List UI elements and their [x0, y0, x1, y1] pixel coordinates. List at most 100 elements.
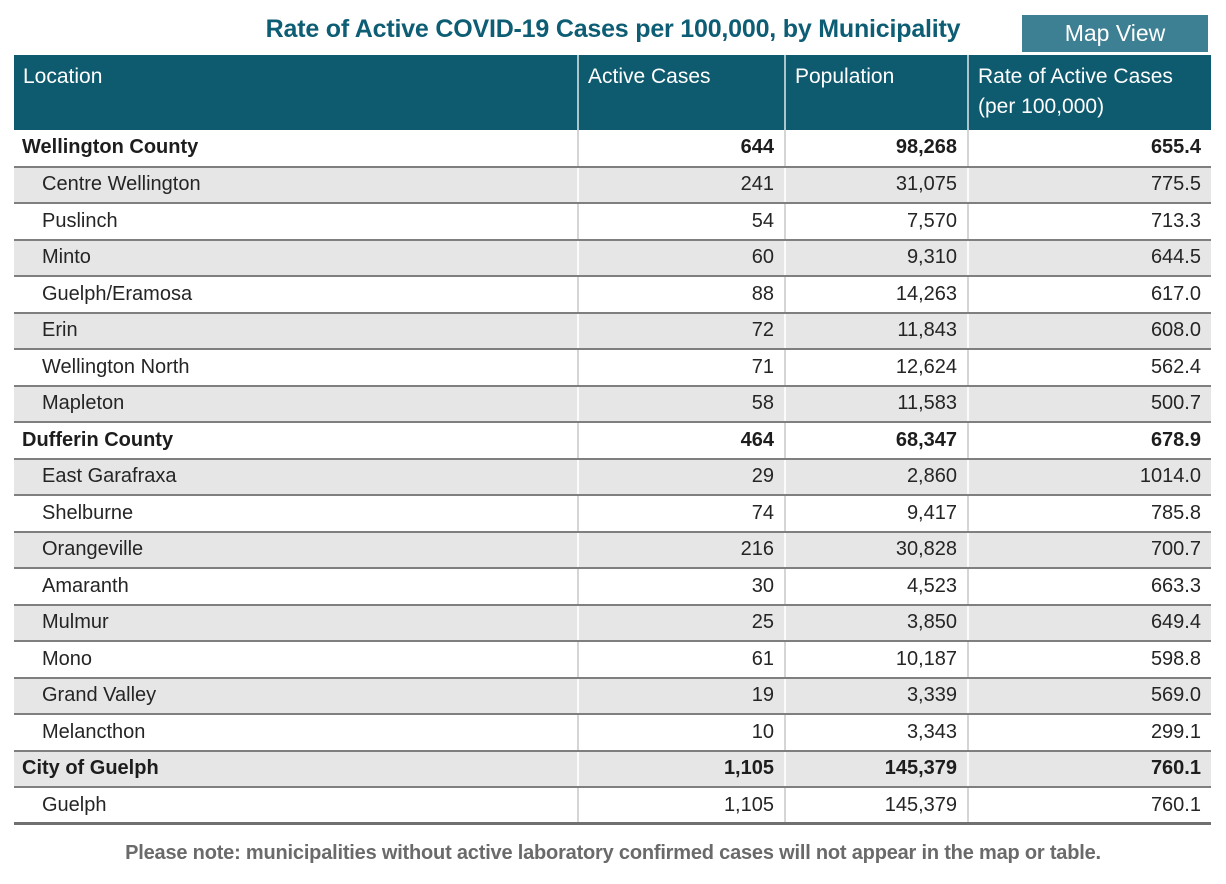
- cell-population: 145,379: [784, 750, 968, 788]
- cell-active-cases: 19: [577, 677, 785, 715]
- cell-rate: 644.5: [967, 239, 1211, 277]
- cell-rate: 700.7: [967, 531, 1211, 569]
- cell-population: 11,583: [784, 385, 968, 423]
- cell-population: 98,268: [784, 130, 968, 168]
- cell-location: Mapleton: [14, 385, 578, 423]
- table-row[interactable]: Orangeville 216 30,828 700.7: [14, 531, 1211, 569]
- cell-active-cases: 10: [577, 714, 785, 752]
- cell-location: Mono: [14, 641, 578, 679]
- cell-rate: 760.1: [967, 750, 1211, 788]
- cell-location: Melancthon: [14, 714, 578, 752]
- cell-active-cases: 72: [577, 312, 785, 350]
- cell-rate: 655.4: [967, 130, 1211, 168]
- table-header: Location Active Cases Population Rate of…: [14, 55, 1211, 130]
- table-row[interactable]: Mapleton 58 11,583 500.7: [14, 385, 1211, 423]
- column-header-active-cases[interactable]: Active Cases: [577, 55, 785, 130]
- table-row[interactable]: Guelph 1,105 145,379 760.1: [14, 787, 1211, 825]
- cell-rate: 617.0: [967, 276, 1211, 314]
- page-title: Rate of Active COVID-19 Cases per 100,00…: [265, 15, 961, 43]
- cell-population: 3,339: [784, 677, 968, 715]
- cell-population: 31,075: [784, 166, 968, 204]
- cell-location: Wellington North: [14, 349, 578, 387]
- table-row[interactable]: Shelburne 74 9,417 785.8: [14, 495, 1211, 533]
- cell-location: Orangeville: [14, 531, 578, 569]
- table-body: Wellington County 644 98,268 655.4 Centr…: [14, 130, 1211, 825]
- cell-population: 2,860: [784, 458, 968, 496]
- cell-active-cases: 644: [577, 130, 785, 168]
- cell-location: City of Guelph: [14, 750, 578, 788]
- cell-location: Guelph/Eramosa: [14, 276, 578, 314]
- table-row[interactable]: Mono 61 10,187 598.8: [14, 641, 1211, 679]
- cell-active-cases: 61: [577, 641, 785, 679]
- table-row[interactable]: East Garafraxa 29 2,860 1014.0: [14, 458, 1211, 496]
- cell-rate: 713.3: [967, 203, 1211, 241]
- cell-active-cases: 1,105: [577, 750, 785, 788]
- cell-location: East Garafraxa: [14, 458, 578, 496]
- cell-rate: 608.0: [967, 312, 1211, 350]
- cell-population: 4,523: [784, 568, 968, 606]
- cell-location: Mulmur: [14, 604, 578, 642]
- footer-note: Please note: municipalities without acti…: [125, 842, 1101, 864]
- cell-population: 68,347: [784, 422, 968, 460]
- cell-active-cases: 1,105: [577, 787, 785, 825]
- cell-active-cases: 216: [577, 531, 785, 569]
- cell-location: Minto: [14, 239, 578, 277]
- table-row[interactable]: Puslinch 54 7,570 713.3: [14, 203, 1211, 241]
- cell-population: 10,187: [784, 641, 968, 679]
- cell-population: 7,570: [784, 203, 968, 241]
- cell-active-cases: 464: [577, 422, 785, 460]
- cell-rate: 760.1: [967, 787, 1211, 825]
- cell-active-cases: 241: [577, 166, 785, 204]
- table-row[interactable]: Melancthon 10 3,343 299.1: [14, 714, 1211, 752]
- cell-active-cases: 29: [577, 458, 785, 496]
- column-header-location[interactable]: Location: [14, 55, 578, 130]
- cell-rate: 678.9: [967, 422, 1211, 460]
- cell-population: 145,379: [784, 787, 968, 825]
- table-header-row: Location Active Cases Population Rate of…: [14, 55, 1211, 130]
- cell-location: Puslinch: [14, 203, 578, 241]
- cell-rate: 598.8: [967, 641, 1211, 679]
- cell-location: Guelph: [14, 787, 578, 825]
- cell-rate: 569.0: [967, 677, 1211, 715]
- table-row[interactable]: Wellington County 644 98,268 655.4: [14, 130, 1211, 168]
- table-row[interactable]: Erin 72 11,843 608.0: [14, 312, 1211, 350]
- table-row[interactable]: Grand Valley 19 3,339 569.0: [14, 677, 1211, 715]
- cell-population: 12,624: [784, 349, 968, 387]
- cell-population: 3,850: [784, 604, 968, 642]
- cell-active-cases: 71: [577, 349, 785, 387]
- cell-active-cases: 74: [577, 495, 785, 533]
- table-row[interactable]: Centre Wellington 241 31,075 775.5: [14, 166, 1211, 204]
- cell-rate: 649.4: [967, 604, 1211, 642]
- table-row[interactable]: City of Guelph 1,105 145,379 760.1: [14, 750, 1211, 788]
- cell-active-cases: 60: [577, 239, 785, 277]
- map-view-button[interactable]: Map View: [1022, 15, 1208, 52]
- cell-population: 30,828: [784, 531, 968, 569]
- cell-location: Erin: [14, 312, 578, 350]
- table-row[interactable]: Dufferin County 464 68,347 678.9: [14, 422, 1211, 460]
- cell-location: Grand Valley: [14, 677, 578, 715]
- cell-location: Dufferin County: [14, 422, 578, 460]
- table-row[interactable]: Guelph/Eramosa 88 14,263 617.0: [14, 276, 1211, 314]
- cell-location: Centre Wellington: [14, 166, 578, 204]
- cell-rate: 299.1: [967, 714, 1211, 752]
- table-row[interactable]: Minto 60 9,310 644.5: [14, 239, 1211, 277]
- cell-active-cases: 30: [577, 568, 785, 606]
- table-row[interactable]: Mulmur 25 3,850 649.4: [14, 604, 1211, 642]
- cell-location: Amaranth: [14, 568, 578, 606]
- cell-active-cases: 58: [577, 385, 785, 423]
- cell-location: Shelburne: [14, 495, 578, 533]
- cell-population: 9,310: [784, 239, 968, 277]
- top-bar: Rate of Active COVID-19 Cases per 100,00…: [0, 0, 1226, 55]
- cell-population: 3,343: [784, 714, 968, 752]
- cell-rate: 1014.0: [967, 458, 1211, 496]
- column-header-population[interactable]: Population: [784, 55, 968, 130]
- table-row[interactable]: Wellington North 71 12,624 562.4: [14, 349, 1211, 387]
- cell-rate: 500.7: [967, 385, 1211, 423]
- table-row[interactable]: Amaranth 30 4,523 663.3: [14, 568, 1211, 606]
- cell-rate: 663.3: [967, 568, 1211, 606]
- cell-location: Wellington County: [14, 130, 578, 168]
- cell-population: 14,263: [784, 276, 968, 314]
- column-header-rate[interactable]: Rate of Active Cases (per 100,000): [967, 55, 1211, 130]
- cell-population: 9,417: [784, 495, 968, 533]
- cell-rate: 785.8: [967, 495, 1211, 533]
